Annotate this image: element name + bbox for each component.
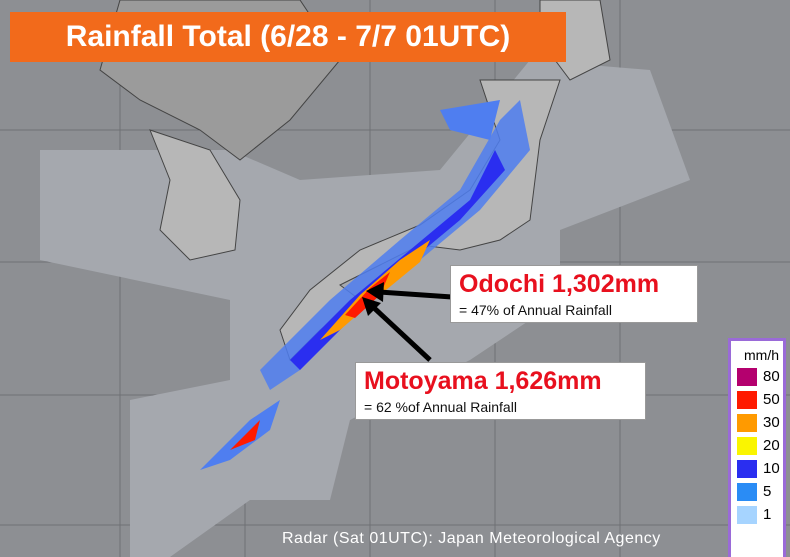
rain-bands — [200, 100, 530, 470]
legend: mm/h 80 50 30 20 10 5 1 — [728, 338, 786, 557]
legend-title: mm/h — [744, 347, 779, 363]
land-korea — [149, 129, 241, 261]
legend-row: 80 — [731, 365, 783, 388]
legend-swatch — [737, 459, 757, 478]
annotation-note: = 62 %of Annual Rainfall — [364, 399, 517, 415]
legend-swatch — [737, 505, 757, 524]
legend-row: 50 — [731, 388, 783, 411]
legend-swatch — [737, 482, 757, 501]
annotation-note: = 47% of Annual Rainfall — [459, 302, 612, 318]
legend-swatch — [737, 413, 757, 432]
legend-label: 1 — [763, 506, 772, 523]
legend-label: 50 — [763, 391, 780, 408]
legend-row: 20 — [731, 434, 783, 457]
annotation-name: Odochi 1,302mm — [459, 270, 660, 298]
arrows — [362, 282, 453, 362]
annotation-box: Odochi 1,302mm = 47% of Annual Rainfall — [450, 265, 698, 323]
legend-label: 20 — [763, 437, 780, 454]
legend-label: 5 — [763, 483, 772, 500]
legend-row: 10 — [731, 457, 783, 480]
legend-row: 30 — [731, 411, 783, 434]
legend-swatch — [737, 367, 757, 386]
legend-row: 5 — [731, 480, 783, 503]
annotation-box: Motoyama 1,626mm = 62 %of Annual Rainfal… — [355, 362, 646, 420]
credit: Radar (Sat 01UTC): Japan Meteorological … — [282, 530, 661, 547]
legend-label: 10 — [763, 460, 780, 477]
legend-label: 30 — [763, 414, 780, 431]
legend-swatch — [737, 390, 757, 409]
annotation-name: Motoyama 1,626mm — [364, 367, 602, 395]
legend-row: 1 — [731, 503, 783, 526]
title: Rainfall Total (6/28 - 7/7 01UTC) — [10, 12, 566, 62]
legend-label: 80 — [763, 368, 780, 385]
legend-swatch — [737, 436, 757, 455]
